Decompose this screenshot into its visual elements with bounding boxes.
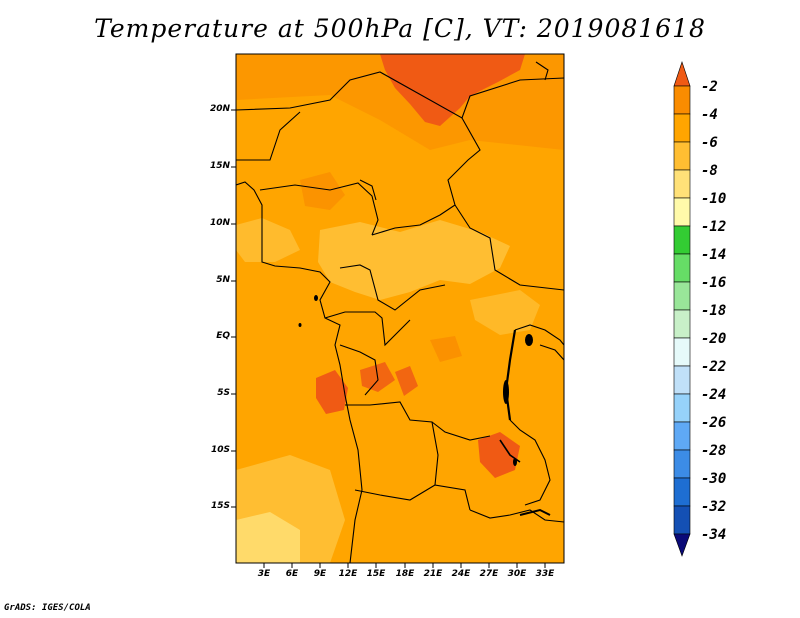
field-pale-sw [236,512,300,563]
colorbar-swatch [673,505,691,535]
lake-tanganyika [503,380,509,404]
colorbar-swatch [673,197,691,227]
colorbar-label: -8 [701,163,718,179]
field-cool-east [470,290,540,335]
colorbar-label: -14 [701,247,727,263]
colorbar-label: -20 [701,331,727,347]
colorbar-swatch [673,533,691,557]
lake-bangweulu [513,458,517,466]
lat-label: 10S [210,445,230,455]
colorbar-label: -32 [701,499,727,515]
field-cool-belt [318,220,510,300]
map-title: Temperature at 500hPa [C], VT: 201908161… [94,14,706,43]
colorbar-label: -6 [701,135,718,151]
colorbar-swatch [673,309,691,339]
lon-label: 30E [507,569,527,579]
lon-ticks [263,563,546,568]
colorbar-label: -12 [701,219,727,235]
colorbar-swatch [673,141,691,171]
lon-label: 15E [366,569,386,579]
lat-label: 10N [209,218,230,228]
colorbar-label: -34 [701,527,727,543]
colorbar-swatch [673,225,691,255]
colorbar-label: -22 [701,359,727,375]
grads-credit: GrADS: IGES/COLA [4,603,91,613]
field-warm-patch [395,366,418,396]
field-warm-patch [478,432,520,478]
map-borders [236,61,564,563]
colorbar-swatch [673,61,691,87]
colorbar-swatch [673,477,691,507]
colorbar-swatch [673,169,691,199]
lon-label: 9E [313,569,327,579]
map-lakes [298,295,533,466]
colorbar-label: -2 [701,79,718,95]
lat-label: 15S [210,501,230,511]
map-frame [235,53,565,564]
lon-label: 24E [451,569,471,579]
lat-label: 20N [209,104,230,114]
colorbar-swatch [673,281,691,311]
colorbar-swatch [673,253,691,283]
lon-label: 6E [285,569,299,579]
colorbar-label: -4 [701,107,718,123]
field-hot-ne [470,54,525,96]
island [298,323,302,327]
lat-label: EQ [216,331,230,341]
colorbar-label: -10 [701,191,727,207]
lake-victoria-edge [525,334,533,346]
colorbar-label: -18 [701,303,727,319]
lon-label: 12E [338,569,358,579]
field-warm-patch [316,370,348,414]
lon-label: 3E [257,569,271,579]
temperature-field [236,54,564,563]
lat-ticks [231,109,236,508]
lon-label: 33E [535,569,555,579]
colorbar-label: -30 [701,471,727,487]
colorbar-swatch [673,449,691,479]
field-cool-west [236,218,300,262]
colorbar-swatch [673,421,691,451]
lat-label: 5N [216,275,230,285]
lat-label: 5S [217,388,230,398]
lat-label: 15N [209,161,230,171]
colorbar [673,61,691,557]
lon-label: 18E [395,569,415,579]
field-warm-patch [430,336,462,362]
colorbar-swatch [673,337,691,367]
island [314,295,318,301]
lon-label: 21E [423,569,443,579]
lon-label: 27E [479,569,499,579]
colorbar-swatch [673,113,691,143]
field-warm-patch [300,172,345,210]
colorbar-swatch [673,393,691,423]
colorbar-swatch [673,85,691,115]
field-hot-north [380,54,470,126]
coastline [236,181,363,563]
colorbar-swatch [673,365,691,395]
colorbar-label: -26 [701,415,727,431]
colorbar-label: -28 [701,443,727,459]
colorbar-label: -24 [701,387,727,403]
colorbar-label: -16 [701,275,727,291]
